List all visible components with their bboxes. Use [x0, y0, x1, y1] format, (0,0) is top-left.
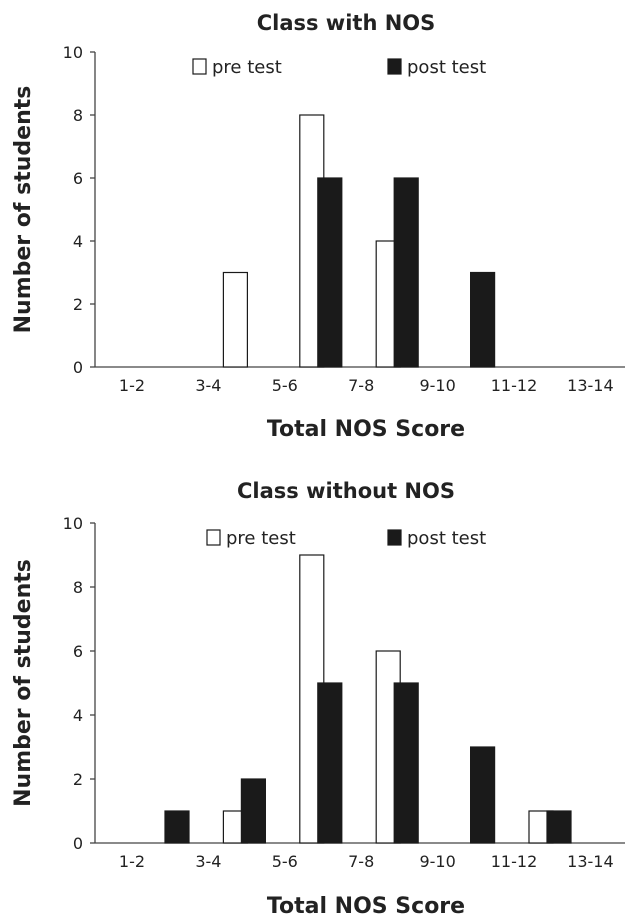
y-tick-label: 0	[73, 358, 83, 377]
y-tick-label: 10	[63, 43, 83, 62]
chart-title: Class with NOS	[257, 11, 436, 35]
bar-post-test-7-8	[393, 682, 419, 844]
bar-pre-test-3-4	[222, 271, 248, 368]
x-tick-label: 9-10	[419, 852, 455, 871]
y-axis-label: Number of students	[11, 86, 36, 334]
y-tick-label: 6	[73, 169, 83, 188]
y-tick-label: 8	[73, 106, 83, 125]
legend-swatch	[206, 529, 221, 546]
bar-post-test-5-6	[317, 682, 343, 844]
x-axis-label: Total NOS Score	[267, 894, 465, 919]
x-tick-label: 9-10	[419, 376, 455, 395]
legend-label: pre test	[212, 57, 282, 78]
chart-1: Class with NOS 0 2 4 6 8 10 1-2 3-4 5-6 7-8 9-10 11-…	[11, 11, 625, 442]
bar-post-test-1-2	[164, 810, 190, 844]
legend-label: post test	[407, 528, 486, 549]
x-axis-label: Total NOS Score	[267, 417, 465, 442]
legend-swatch	[387, 58, 402, 75]
legend-item-post-test: post test	[387, 57, 486, 78]
y-tick-label: 0	[73, 834, 83, 853]
bar-post-test-9-10	[470, 271, 496, 368]
x-tick-label: 5-6	[272, 852, 298, 871]
y-tick-label: 2	[73, 295, 83, 314]
bar-post-test-7-8	[393, 177, 419, 368]
x-tick-label: 11-12	[491, 376, 538, 395]
bar-post-test-5-6	[317, 177, 343, 368]
legend-item-post-test: post test	[387, 528, 486, 549]
x-tick-label: 11-12	[491, 852, 538, 871]
y-axis-label: Number of students	[11, 559, 36, 807]
chart-title: Class without NOS	[237, 479, 455, 503]
bar-post-test-9-10	[470, 746, 496, 844]
y-tick-label: 6	[73, 642, 83, 661]
y-tick-label: 4	[73, 232, 83, 251]
chart-2: Class without NOS 0 2 4 6 8 10 1-2 3-4 5-6 7-8 9-10…	[11, 479, 625, 919]
bar-post-test-11-12	[546, 810, 572, 844]
legend-swatch	[387, 529, 402, 546]
x-tick-label: 1-2	[119, 376, 145, 395]
x-tick-label: 7-8	[348, 376, 374, 395]
legend-label: post test	[407, 57, 486, 78]
x-tick-label: 7-8	[348, 852, 374, 871]
y-tick-label: 8	[73, 578, 83, 597]
x-tick-label: 3-4	[195, 852, 221, 871]
y-tick-label: 4	[73, 706, 83, 725]
x-tick-label: 1-2	[119, 852, 145, 871]
legend-item-pre-test: pre test	[192, 57, 282, 78]
y-tick-label: 10	[63, 514, 83, 533]
x-tick-label: 5-6	[272, 376, 298, 395]
legend-swatch	[192, 58, 207, 75]
x-tick-label: 3-4	[195, 376, 221, 395]
x-tick-label: 13-14	[567, 852, 614, 871]
x-tick-label: 13-14	[567, 376, 614, 395]
y-tick-label: 2	[73, 770, 83, 789]
bar-post-test-3-4	[240, 778, 266, 844]
legend-item-pre-test: pre test	[206, 528, 296, 549]
legend-label: pre test	[226, 528, 296, 549]
